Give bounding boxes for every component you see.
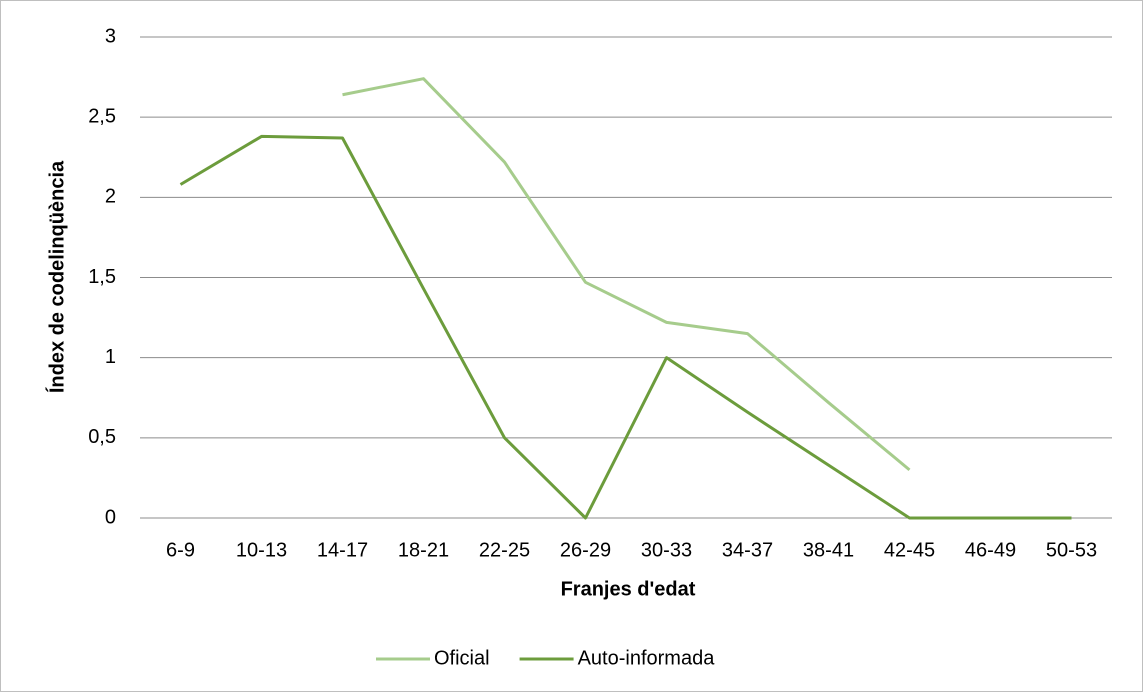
line-series (342, 77, 911, 472)
x-axis-label: Franjes d'edat (561, 578, 696, 600)
x-tick-label: 18-21 (398, 539, 449, 561)
y-tick-label: 3 (105, 25, 116, 47)
x-tick-label: 10-13 (236, 539, 287, 561)
x-tick-label: 42-45 (884, 539, 935, 561)
x-tick-label: 22-25 (479, 539, 530, 561)
y-tick-label: 1 (105, 346, 116, 368)
x-tick-label: 38-41 (803, 539, 854, 561)
y-tick-label: 0,5 (88, 426, 116, 448)
x-tick-label: 26-29 (560, 539, 611, 561)
legend-label: Auto-informada (578, 647, 716, 669)
x-tick-label: 34-37 (722, 539, 773, 561)
x-tick-label: 6-9 (166, 539, 195, 561)
line-series (179, 134, 1072, 520)
legend-label: Oficial (434, 647, 490, 669)
y-tick-label: 0 (105, 506, 116, 528)
y-tick-label: 2 (105, 186, 116, 208)
x-tick-label: 30-33 (641, 539, 692, 561)
x-tick-label: 50-53 (1046, 539, 1097, 561)
y-tick-label: 1,5 (88, 266, 116, 288)
y-axis-label: Índex de codelinqüència (45, 160, 68, 393)
x-tick-label: 46-49 (965, 539, 1016, 561)
y-tick-label: 2,5 (88, 105, 116, 127)
x-tick-label: 14-17 (317, 539, 368, 561)
